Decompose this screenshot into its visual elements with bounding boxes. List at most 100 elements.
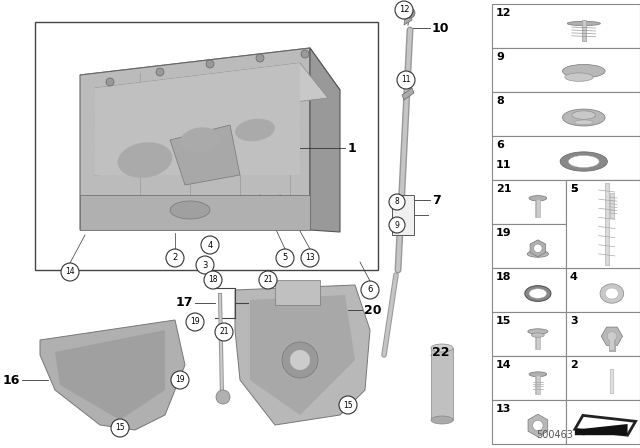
- Text: 1: 1: [348, 142, 356, 155]
- Text: 18: 18: [496, 272, 511, 282]
- Bar: [566, 180, 640, 268]
- Polygon shape: [310, 48, 340, 232]
- Circle shape: [389, 217, 405, 233]
- Bar: [566, 400, 640, 444]
- Circle shape: [215, 323, 233, 341]
- Circle shape: [532, 420, 543, 431]
- Bar: [566, 356, 640, 400]
- Text: 9: 9: [395, 220, 399, 229]
- Circle shape: [206, 60, 214, 68]
- Circle shape: [166, 249, 184, 267]
- Ellipse shape: [525, 286, 551, 302]
- Ellipse shape: [574, 120, 593, 125]
- Circle shape: [201, 236, 219, 254]
- Text: 8: 8: [496, 96, 504, 106]
- Ellipse shape: [118, 142, 172, 178]
- Polygon shape: [402, 88, 414, 100]
- Text: 5: 5: [570, 184, 578, 194]
- Bar: [392, 195, 414, 235]
- Ellipse shape: [529, 196, 547, 201]
- Ellipse shape: [529, 289, 547, 298]
- Ellipse shape: [605, 288, 618, 299]
- Circle shape: [256, 54, 264, 62]
- Ellipse shape: [563, 109, 605, 126]
- Polygon shape: [40, 320, 185, 430]
- Text: 11: 11: [496, 160, 511, 170]
- Text: 8: 8: [395, 198, 399, 207]
- Text: 12: 12: [399, 5, 409, 14]
- Text: 9: 9: [496, 52, 504, 62]
- Polygon shape: [575, 415, 636, 435]
- Circle shape: [204, 271, 222, 289]
- Polygon shape: [95, 63, 328, 124]
- Circle shape: [186, 313, 204, 331]
- Bar: [431, 348, 453, 420]
- Text: 17: 17: [175, 297, 193, 310]
- Bar: [0, 0, 490, 448]
- Text: 11: 11: [401, 76, 411, 85]
- Ellipse shape: [531, 333, 545, 337]
- Ellipse shape: [431, 416, 453, 424]
- Circle shape: [397, 71, 415, 89]
- Text: 500463: 500463: [536, 430, 573, 440]
- Circle shape: [276, 249, 294, 267]
- Text: 16: 16: [3, 374, 20, 387]
- Polygon shape: [601, 327, 623, 345]
- Text: 2: 2: [570, 360, 578, 370]
- Circle shape: [216, 390, 230, 404]
- Circle shape: [301, 50, 309, 58]
- Bar: [566, 268, 640, 312]
- Text: 5: 5: [282, 254, 287, 263]
- Circle shape: [106, 78, 114, 86]
- Circle shape: [405, 8, 415, 18]
- Text: 15: 15: [343, 401, 353, 409]
- Ellipse shape: [563, 65, 605, 78]
- Text: 2: 2: [172, 254, 178, 263]
- Polygon shape: [80, 48, 340, 118]
- Text: 10: 10: [432, 22, 449, 34]
- Polygon shape: [235, 285, 370, 425]
- Bar: [566, 312, 640, 356]
- Circle shape: [301, 249, 319, 267]
- Text: 21: 21: [220, 327, 228, 336]
- Text: 15: 15: [115, 423, 125, 432]
- Bar: [492, 48, 640, 92]
- Ellipse shape: [235, 119, 275, 141]
- Text: 21: 21: [263, 276, 273, 284]
- Text: 4: 4: [570, 272, 578, 282]
- Bar: [492, 268, 566, 312]
- Polygon shape: [575, 429, 585, 435]
- Text: 14: 14: [496, 360, 511, 370]
- Text: 18: 18: [208, 276, 218, 284]
- Ellipse shape: [527, 250, 548, 257]
- Polygon shape: [530, 240, 546, 257]
- Text: 5: 5: [570, 184, 578, 194]
- Bar: [566, 180, 640, 224]
- Bar: [492, 180, 566, 224]
- Circle shape: [389, 194, 405, 210]
- Text: 13: 13: [496, 404, 511, 414]
- Ellipse shape: [600, 284, 624, 303]
- Circle shape: [171, 371, 189, 389]
- Polygon shape: [170, 125, 240, 185]
- Polygon shape: [80, 195, 310, 230]
- Ellipse shape: [170, 201, 210, 219]
- Ellipse shape: [529, 372, 547, 377]
- Circle shape: [196, 256, 214, 274]
- Bar: [492, 136, 640, 180]
- Polygon shape: [575, 424, 628, 435]
- Text: 4: 4: [207, 241, 212, 250]
- Polygon shape: [528, 414, 548, 437]
- Polygon shape: [80, 48, 310, 230]
- Polygon shape: [404, 14, 412, 25]
- Bar: [35, 22, 378, 270]
- Circle shape: [534, 244, 542, 253]
- Ellipse shape: [431, 344, 453, 352]
- Circle shape: [111, 419, 129, 437]
- Circle shape: [156, 68, 164, 76]
- Text: 20: 20: [364, 303, 381, 316]
- Polygon shape: [95, 63, 300, 175]
- Circle shape: [607, 332, 616, 341]
- Ellipse shape: [572, 111, 596, 119]
- Text: 6: 6: [367, 285, 372, 294]
